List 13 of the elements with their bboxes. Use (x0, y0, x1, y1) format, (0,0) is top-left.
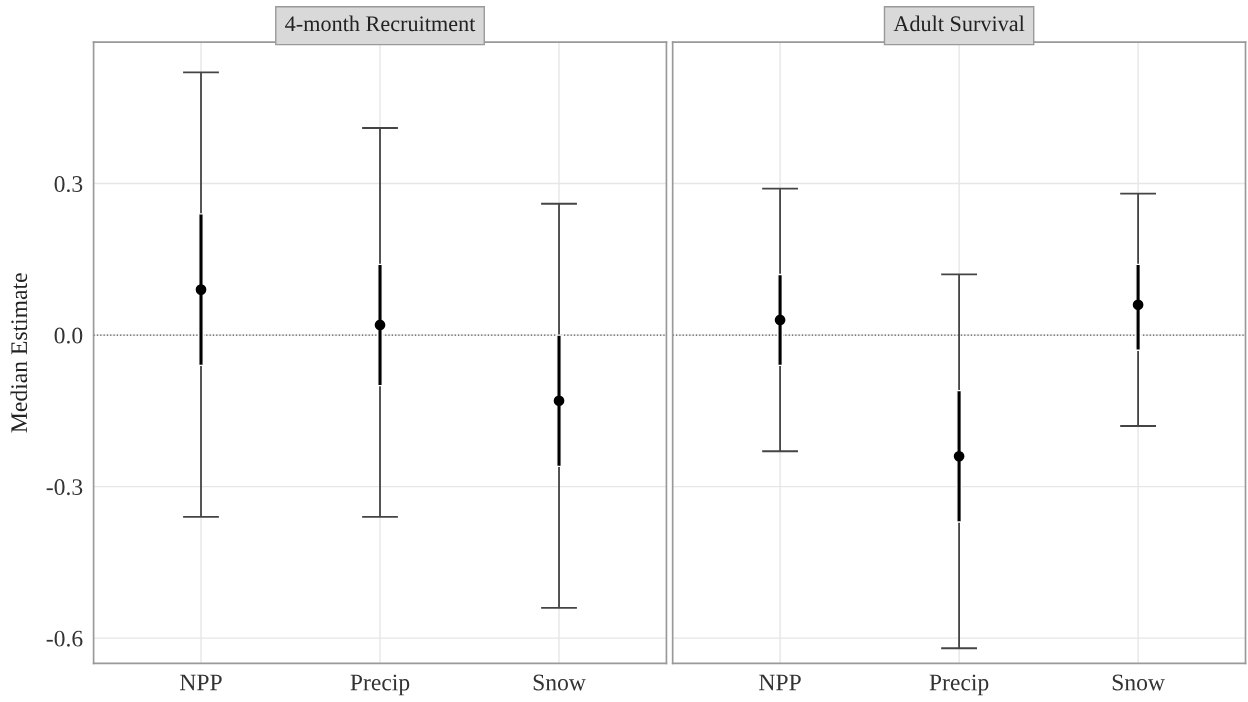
y-tick-label: -0.3 (46, 479, 83, 496)
x-tick-label: Snow (1112, 674, 1165, 691)
y-axis-title: Median Estimate (10, 273, 28, 433)
x-tick-label: Snow (533, 674, 586, 691)
x-tick-label: Precip (350, 674, 410, 696)
x-tick-label: NPP (180, 674, 222, 691)
y-tick-label: -0.6 (46, 630, 83, 647)
y-tick-label: 0.0 (54, 327, 83, 344)
y-tick-label: 0.3 (54, 176, 83, 193)
x-tick-label: Precip (929, 674, 989, 696)
chart-title: 4-month Recruitment (285, 15, 476, 32)
chart-title: Adult Survival (893, 15, 1025, 32)
x-tick-label: NPP (759, 674, 801, 691)
